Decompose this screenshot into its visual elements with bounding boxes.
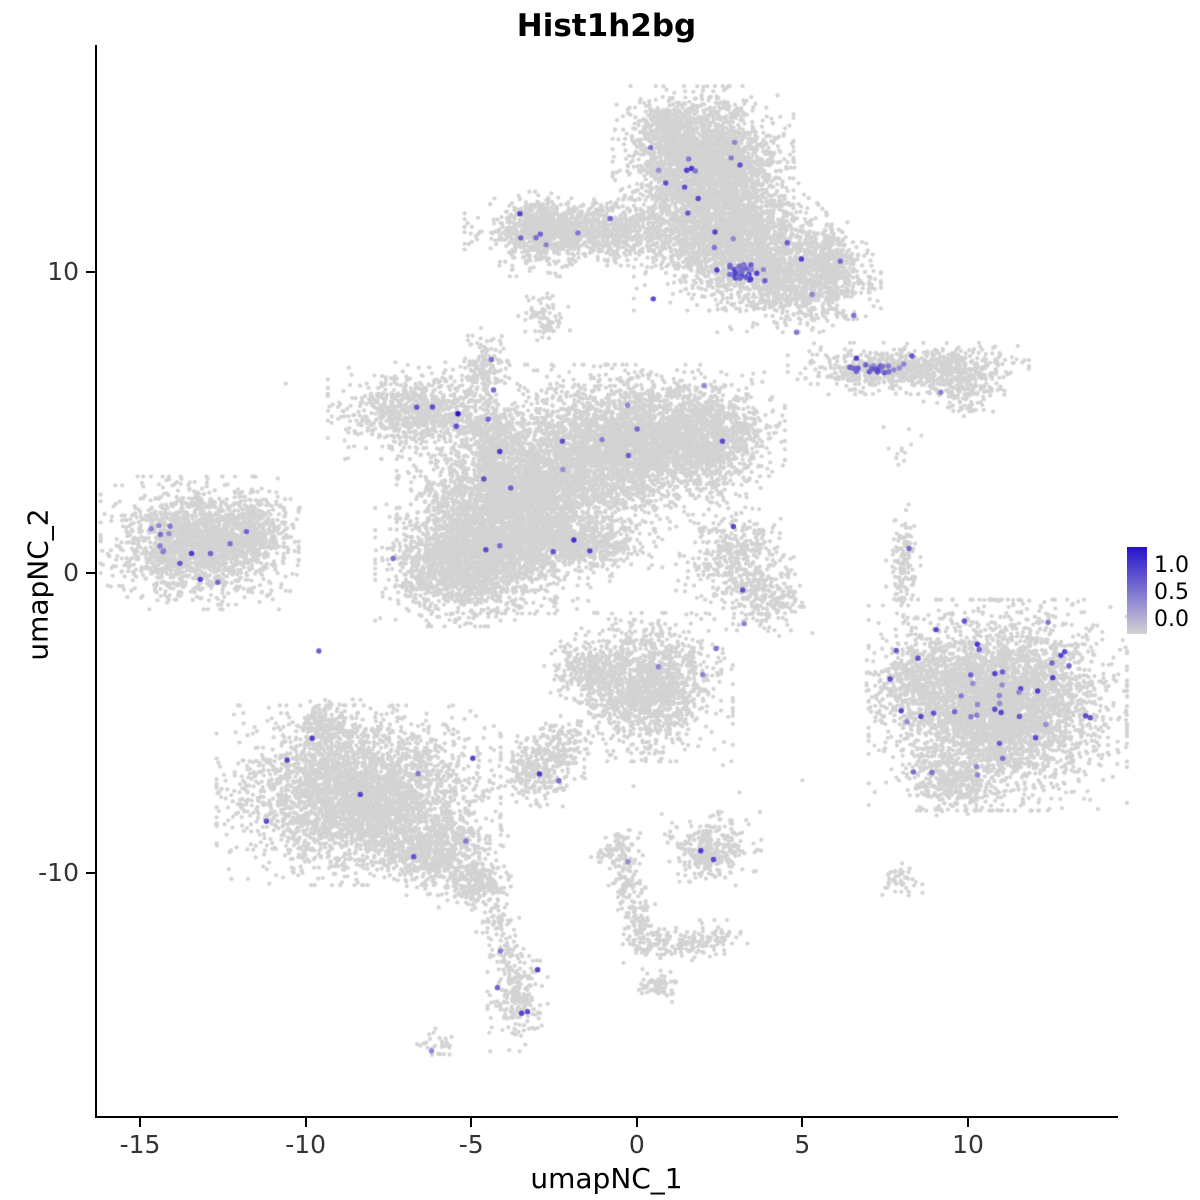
x-tick-mark bbox=[470, 1118, 473, 1127]
y-axis-label: umapNC_2 bbox=[21, 508, 55, 661]
y-tick-mark bbox=[86, 571, 95, 574]
plot-area-border bbox=[95, 45, 1118, 1118]
x-tick-label: -5 bbox=[458, 1130, 484, 1159]
legend-gradient-bar bbox=[1127, 547, 1147, 634]
x-tick-mark bbox=[304, 1118, 307, 1127]
y-tick-mark bbox=[86, 872, 95, 875]
x-tick-label: 10 bbox=[952, 1130, 984, 1159]
x-tick-mark bbox=[966, 1118, 969, 1127]
y-tick-label: 10 bbox=[47, 257, 79, 287]
x-tick-label: 0 bbox=[628, 1130, 645, 1159]
x-tick-mark bbox=[139, 1118, 142, 1127]
legend-label: 1.0 bbox=[1154, 553, 1189, 578]
x-tick-mark bbox=[801, 1118, 804, 1127]
y-tick-mark bbox=[86, 271, 95, 274]
x-tick-label: -15 bbox=[119, 1130, 161, 1159]
x-axis-label: umapNC_1 bbox=[530, 1162, 683, 1195]
plot-title: Hist1h2bg bbox=[516, 8, 697, 44]
legend-label: 0.0 bbox=[1154, 607, 1189, 632]
x-tick-mark bbox=[635, 1118, 638, 1127]
x-tick-label: 5 bbox=[794, 1130, 811, 1159]
x-tick-label: -10 bbox=[285, 1130, 327, 1159]
legend-label: 0.5 bbox=[1154, 580, 1189, 605]
y-tick-label: -10 bbox=[38, 858, 79, 888]
y-tick-label: 0 bbox=[63, 557, 79, 587]
